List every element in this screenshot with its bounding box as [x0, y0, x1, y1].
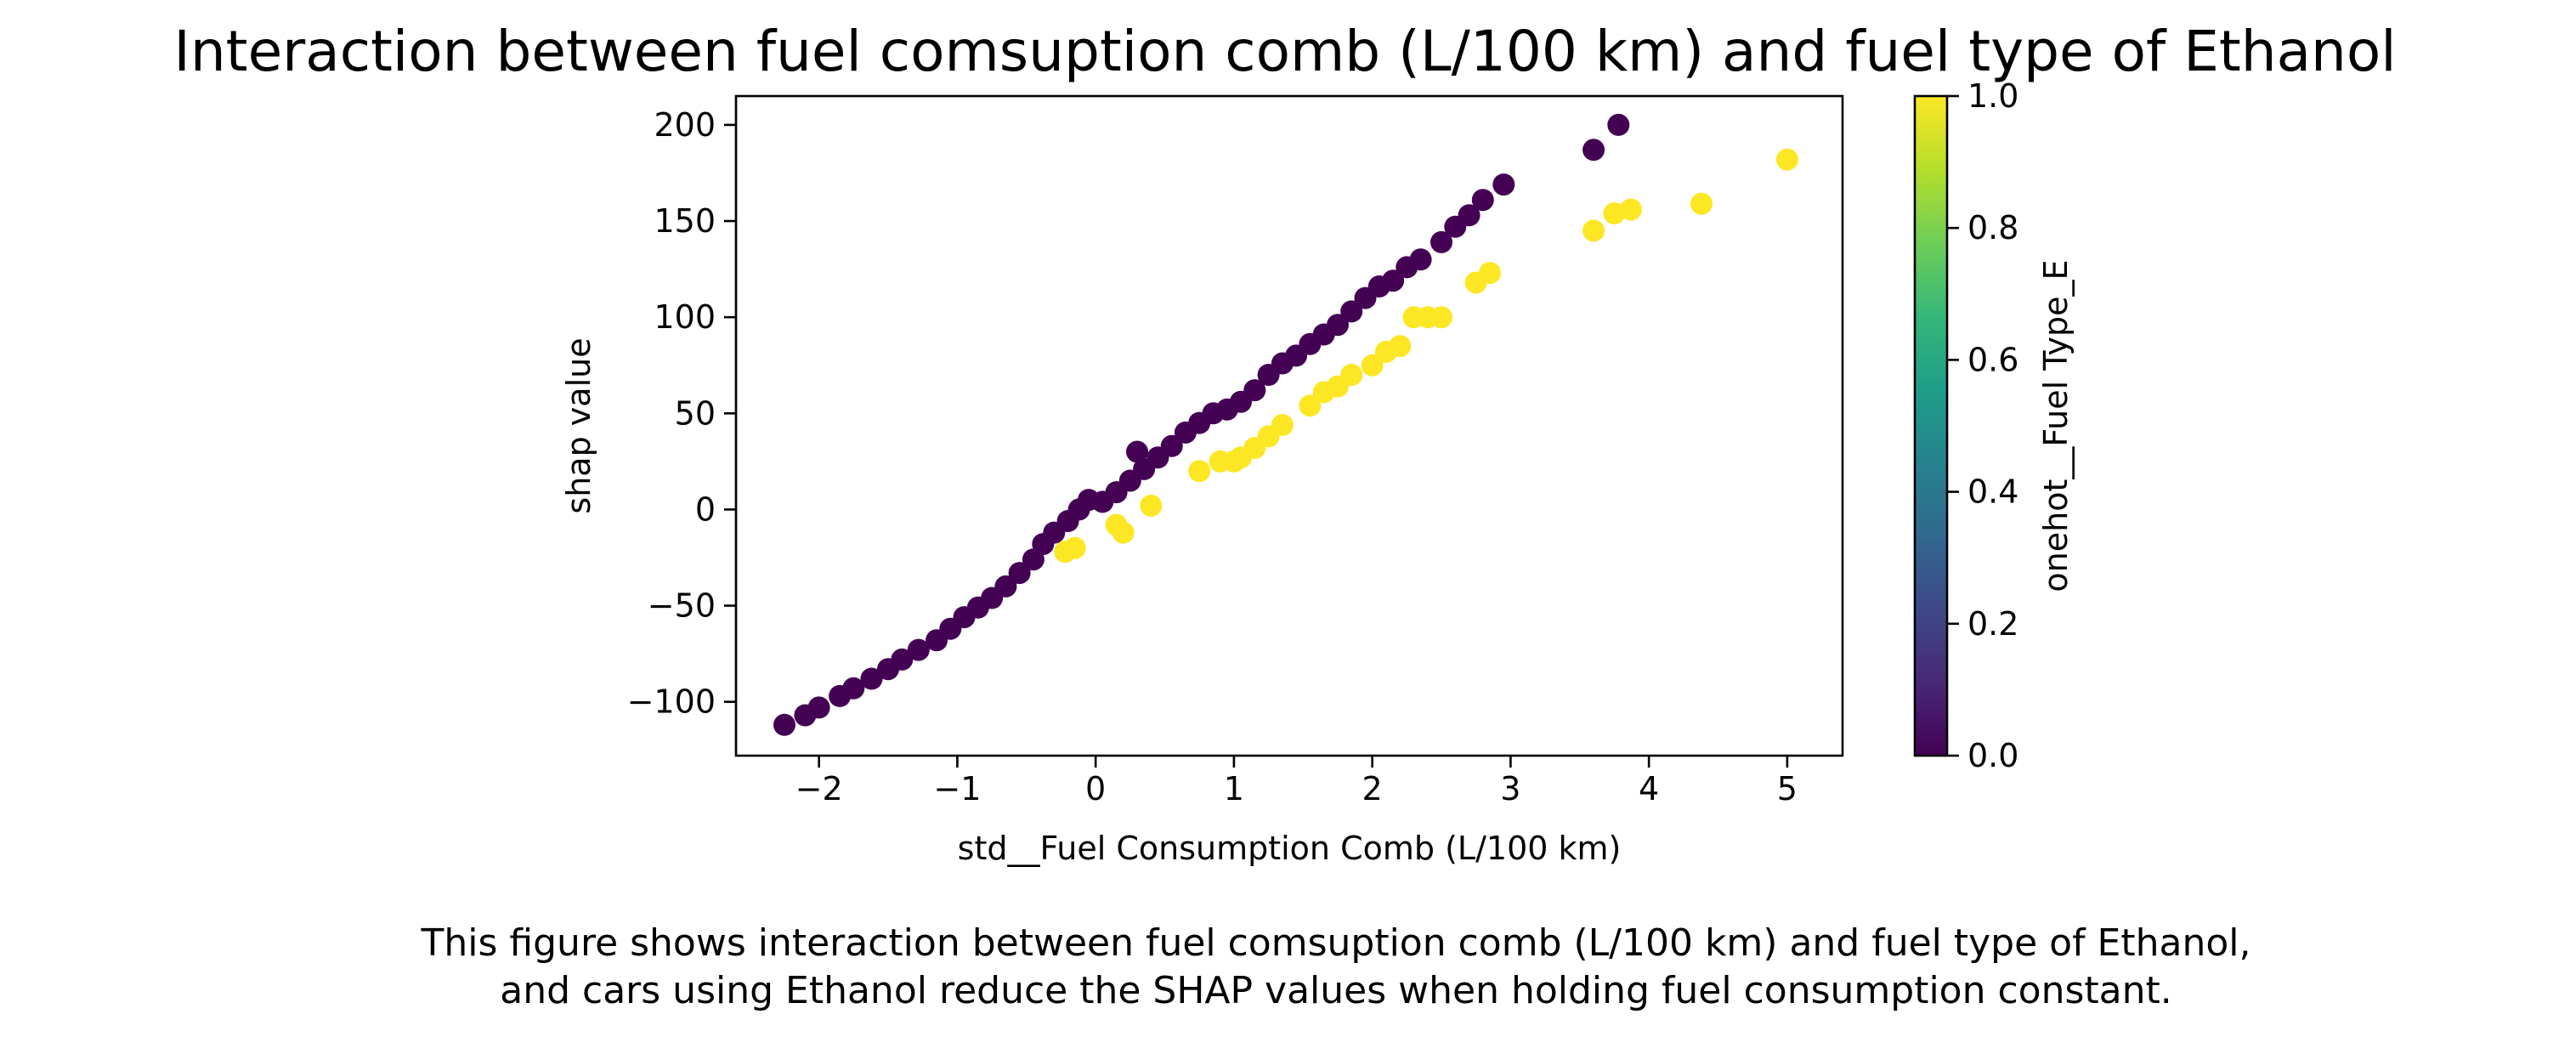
y-tick-label: 150	[654, 202, 716, 240]
scatter-point	[994, 575, 1017, 598]
scatter-point	[1690, 192, 1713, 215]
scatter-point	[860, 667, 883, 690]
scatter-point	[1458, 204, 1480, 227]
x-tick-label: −1	[933, 770, 981, 808]
colorbar-label: onehot__Fuel Type_E	[2037, 259, 2075, 592]
scatter-point	[1126, 440, 1148, 463]
y-tick-label: 50	[675, 394, 716, 432]
scatter-point	[1603, 202, 1626, 224]
scatter-point	[1430, 230, 1452, 253]
scatter-point	[1361, 354, 1384, 377]
x-axis-label: std__Fuel Consumption Comb (L/100 km)	[958, 830, 1622, 867]
colorbar-tick-label: 0.0	[1967, 737, 2018, 774]
scatter-point	[1775, 148, 1798, 171]
colorbar-tick-label: 0.2	[1967, 605, 2018, 643]
x-tick-label: 2	[1362, 770, 1383, 808]
colorbar-ticks: 0.0 0.2 0.4 0.6 0.8 1.0	[1947, 77, 2018, 774]
y-axis-label: shap value	[560, 337, 597, 513]
scatter-point	[1409, 248, 1432, 271]
x-tick-label: −2	[795, 770, 843, 808]
scatter-point	[1299, 394, 1322, 417]
scatter-point	[907, 638, 930, 661]
scatter-point	[1479, 262, 1501, 285]
scatter-point	[773, 713, 795, 736]
y-tick-label: −100	[627, 683, 716, 721]
scatter-point	[1327, 314, 1349, 337]
caption-line-2: and cars using Ethanol reduce the SHAP v…	[500, 969, 2171, 1012]
scatter-point	[1471, 189, 1494, 212]
scatter-points	[773, 113, 1798, 736]
scatter-point	[1243, 379, 1266, 402]
x-tick-label: 3	[1500, 770, 1520, 808]
colorbar-tick-label: 1.0	[1967, 77, 2018, 115]
scatter-point	[807, 696, 830, 719]
colorbar-tick-label: 0.4	[1967, 473, 2018, 511]
scatter-point	[1112, 521, 1135, 544]
y-tick-label: −50	[648, 587, 716, 625]
scatter-point	[1063, 536, 1086, 559]
scatter-point	[1140, 494, 1163, 517]
scatter-point	[1492, 173, 1515, 196]
scatter-point	[891, 648, 914, 671]
scatter-point	[1620, 198, 1642, 221]
chart-title: Interaction between fuel comsuption comb…	[173, 19, 2396, 84]
x-tick-label: 5	[1777, 770, 1798, 808]
scatter-point	[1271, 413, 1294, 436]
plot-axes: −2 −1 0 1 2 3 4 5 −100 −50 0 50 100 150 200	[627, 94, 1844, 808]
y-tick-label: 0	[695, 490, 716, 528]
scatter-point	[1430, 306, 1452, 329]
x-tick-label: 0	[1085, 770, 1106, 808]
y-axis-ticks: −100 −50 0 50 100 150 200	[627, 106, 736, 721]
x-tick-label: 4	[1639, 770, 1659, 808]
caption-line-1: This figure shows interaction between fu…	[421, 921, 2251, 965]
colorbar-tick-label: 0.8	[1967, 209, 2018, 246]
colorbar-tick-label: 0.6	[1967, 341, 2018, 378]
x-tick-label: 1	[1224, 770, 1244, 808]
scatter-point	[1340, 300, 1363, 323]
y-tick-label: 100	[654, 298, 716, 336]
scatter-point	[842, 677, 865, 700]
scatter-point	[1340, 364, 1363, 386]
plot-frame	[734, 94, 1844, 757]
colorbar-gradient	[1913, 94, 1949, 757]
y-tick-label: 200	[654, 106, 716, 144]
scatter-point	[1607, 113, 1630, 136]
scatter-point	[1389, 335, 1412, 358]
scatter-point	[1582, 139, 1605, 162]
scatter-point	[1582, 219, 1605, 242]
scatter-point	[1008, 562, 1031, 585]
caption: This figure shows interaction between fu…	[421, 921, 2251, 1012]
scatter-point	[1160, 434, 1183, 457]
colorbar: 0.0 0.2 0.4 0.6 0.8 1.0 onehot__Fuel Type_E	[1913, 77, 2075, 774]
scatter-point	[1188, 460, 1211, 483]
x-axis-ticks: −2 −1 0 1 2 3 4 5	[795, 756, 1798, 808]
scatter-point	[1382, 269, 1405, 292]
